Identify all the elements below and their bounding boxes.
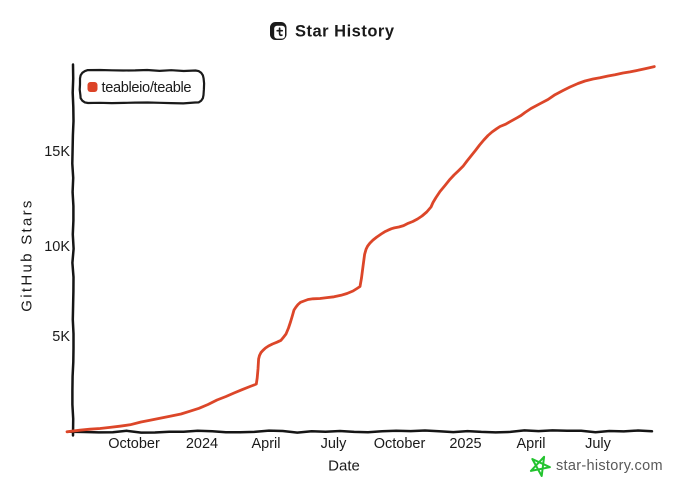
svg-text:teableio/teable: teableio/teable (102, 80, 192, 96)
svg-text:April: April (516, 436, 545, 452)
svg-text:GitHub Stars: GitHub Stars (19, 198, 36, 311)
svg-text:Star History: Star History (295, 23, 395, 41)
svg-text:star-history.com: star-history.com (556, 458, 663, 474)
svg-text:April: April (251, 436, 280, 452)
svg-text:5K: 5K (52, 329, 70, 345)
svg-text:July: July (321, 436, 348, 452)
svg-text:October: October (108, 436, 160, 452)
svg-text:July: July (585, 436, 612, 452)
svg-text:2025: 2025 (449, 436, 481, 452)
svg-text:2024: 2024 (186, 436, 218, 452)
svg-text:15K: 15K (44, 144, 70, 160)
svg-text:Date: Date (328, 457, 360, 474)
svg-text:October: October (374, 436, 426, 452)
svg-text:10K: 10K (44, 239, 70, 255)
